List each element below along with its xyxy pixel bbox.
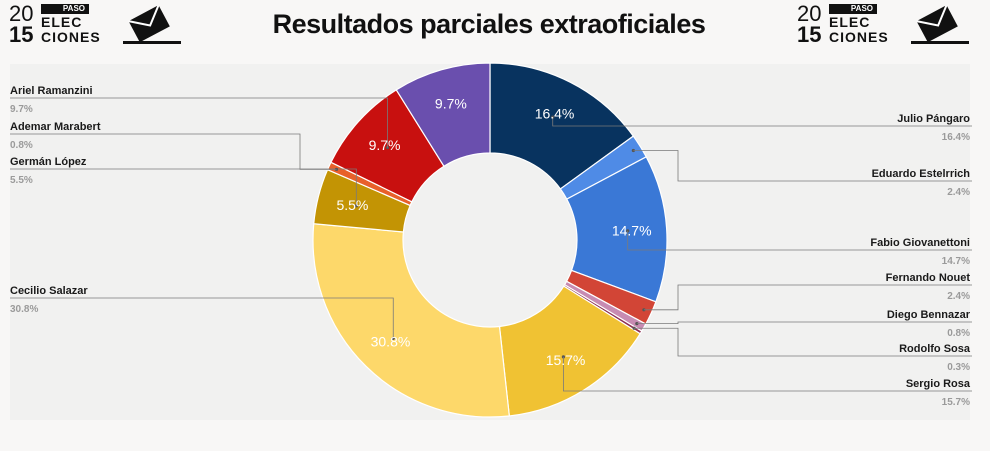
leader-line — [10, 97, 388, 148]
legend-value-german-lopez: 5.5% — [10, 175, 33, 186]
logo-year-top: 20 — [797, 1, 822, 26]
slice-pct-label: 30.8% — [371, 333, 411, 349]
leader-line — [10, 168, 357, 206]
logo-line2: CIONES — [41, 29, 101, 45]
header: 20 15 PASO ELEC CIONES Resultados parcia… — [0, 0, 990, 54]
paso-logo-left: 20 15 PASO ELEC CIONES — [9, 3, 189, 49]
slice-pct-label: 5.5% — [336, 197, 368, 213]
legend-value-rodolfo-sosa: 0.3% — [947, 362, 970, 373]
slice-unnamed-11 — [395, 62, 491, 168]
leader-line — [643, 284, 972, 311]
legend-value-cecilio-salazar: 30.8% — [10, 304, 38, 315]
donut-slices — [312, 62, 668, 418]
legend-name-diego-bennazar: Diego Bennazar — [887, 309, 971, 321]
legend-value-fernando-nouet: 2.4% — [947, 291, 970, 302]
slice-cecilio-salazar — [312, 223, 510, 418]
logo-year-top: 20 — [9, 1, 34, 26]
slice-pct-label: 16.4% — [535, 106, 575, 122]
legend-value-ademar-marabert: 0.8% — [10, 140, 33, 151]
leader-line — [633, 150, 972, 182]
slice-pct-label: 9.7% — [369, 137, 401, 153]
leader-lines — [10, 97, 972, 392]
legend-name-eduardo-estelrrich: Eduardo Estelrrich — [872, 168, 971, 180]
legend-value-ariel-ramanzini: 9.7% — [10, 104, 33, 115]
logo-year-bottom: 15 — [9, 22, 34, 47]
legend-name-julio-pangaro: Julio Pángaro — [897, 113, 970, 125]
ballot-envelope-icon — [911, 5, 969, 44]
legend-value-fabio-giovanettoni: 14.7% — [942, 256, 970, 267]
legend-name-fernando-nouet: Fernando Nouet — [886, 272, 971, 284]
leader-line — [552, 117, 972, 127]
legend-name-ariel-ramanzini: Ariel Ramanzini — [10, 85, 93, 97]
logo-line2: CIONES — [829, 29, 889, 45]
logo-line1: ELEC — [41, 14, 83, 30]
slice-pct-label: 15.7% — [546, 352, 586, 368]
leader-line — [634, 327, 972, 357]
legend-name-fabio-giovanettoni: Fabio Giovanettoni — [870, 237, 970, 249]
leader-line — [636, 321, 972, 325]
page-title: Resultados parciales extraoficiales — [272, 9, 706, 39]
slice-labels: 16.4% 14.7% 15.7% 30.8% 5.5% 9.7% 9.7% — [336, 95, 651, 368]
legend-value-diego-bennazar: 0.8% — [947, 328, 970, 339]
slice-pct-label: 14.7% — [612, 223, 652, 239]
legend-value-sergio-rosa: 15.7% — [942, 397, 970, 408]
leader-line — [10, 297, 394, 339]
logo-year-bottom: 15 — [797, 22, 822, 47]
legend-name-cecilio-salazar: Cecilio Salazar — [10, 285, 88, 297]
logo-badge: PASO — [41, 4, 89, 14]
legend-name-ademar-marabert: Ademar Marabert — [10, 121, 101, 133]
ballot-envelope-icon — [123, 5, 181, 44]
legend-value-eduardo-estelrrich: 2.4% — [947, 187, 970, 198]
leader-line — [627, 230, 972, 251]
legend-labels: Julio Pángaro 16.4% Eduardo Estelrrich 2.4%… — [10, 85, 971, 408]
legend-name-german-lopez: Germán López — [10, 156, 87, 168]
logo-badge: PASO — [829, 4, 877, 14]
slice-pct-label: 9.7% — [435, 95, 467, 111]
paso-logo-right: 20 15 PASO ELEC CIONES — [797, 3, 977, 49]
legend-value-julio-pangaro: 16.4% — [942, 132, 970, 143]
logo-line1: ELEC — [829, 14, 871, 30]
legend-name-rodolfo-sosa: Rodolfo Sosa — [899, 343, 971, 355]
leader-line — [10, 133, 337, 170]
legend-name-sergio-rosa: Sergio Rosa — [906, 378, 971, 390]
leader-line — [563, 356, 972, 392]
